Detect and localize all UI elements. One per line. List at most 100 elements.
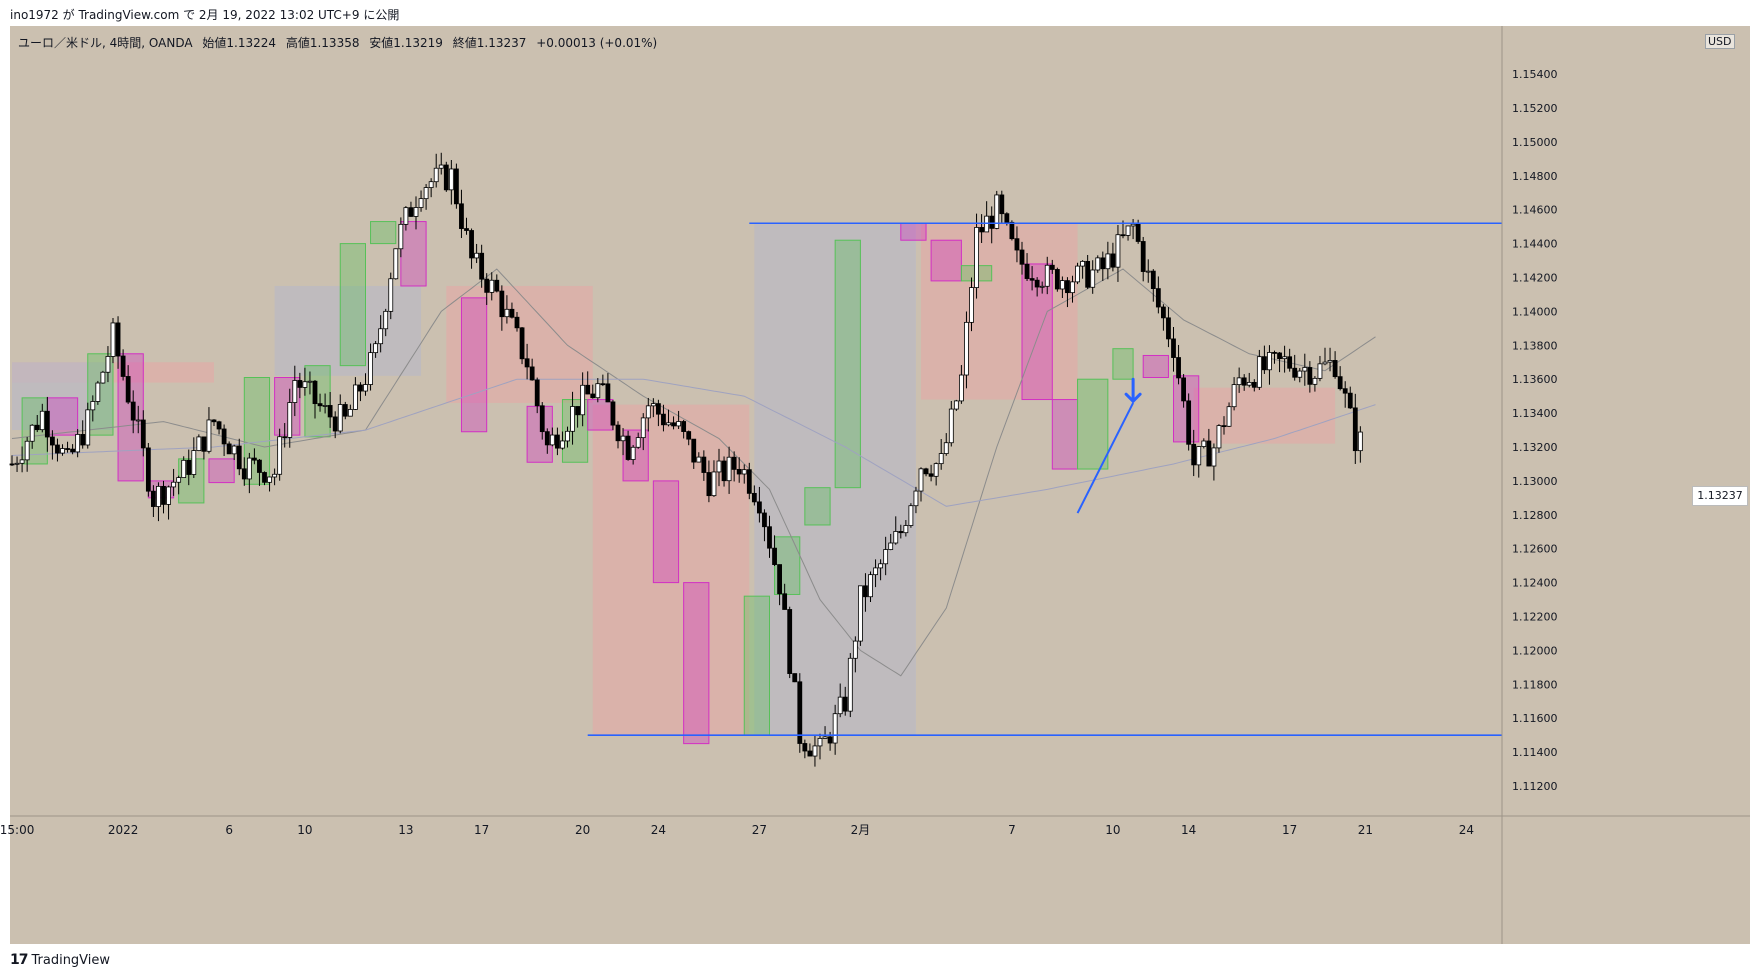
y-tick-label: 1.12200 xyxy=(1512,611,1558,624)
candle-down xyxy=(1004,213,1010,223)
candle-down xyxy=(544,431,550,446)
candle-up xyxy=(418,198,424,208)
candle-down xyxy=(241,468,247,480)
candle-up xyxy=(322,405,328,407)
candle-up xyxy=(726,456,732,482)
candle-down xyxy=(201,436,207,452)
candle-up xyxy=(287,402,293,438)
candle-down xyxy=(842,696,848,712)
green-box xyxy=(370,221,397,245)
candle-up xyxy=(1322,361,1328,365)
candle-down xyxy=(928,473,934,477)
candle-down xyxy=(1034,279,1040,288)
candle-up xyxy=(1080,260,1085,267)
candle-down xyxy=(736,468,742,475)
y-tick-label: 1.14000 xyxy=(1512,305,1558,318)
x-tick-label: 21 xyxy=(1358,823,1373,837)
candle-up xyxy=(292,380,298,403)
candle-down xyxy=(1049,264,1055,270)
x-tick-label: 6 xyxy=(225,823,233,837)
candle-up xyxy=(423,187,429,200)
candle-down xyxy=(1155,288,1161,308)
candle-up xyxy=(352,384,358,410)
candle-up xyxy=(307,380,313,383)
y-tick-label: 1.15000 xyxy=(1512,136,1558,149)
candle-down xyxy=(1029,278,1035,281)
grey-zone xyxy=(274,285,422,376)
candle-up xyxy=(1115,234,1121,268)
candle-down xyxy=(1100,257,1106,270)
level-lines xyxy=(587,222,1502,736)
candle-down xyxy=(1307,367,1313,385)
candle-down xyxy=(514,316,520,329)
candle-down xyxy=(479,252,485,280)
candle-down xyxy=(443,164,449,191)
x-tick-label: 20 xyxy=(575,823,590,837)
candle-up xyxy=(938,453,944,465)
candle-down xyxy=(691,438,697,463)
candle-up xyxy=(1145,270,1151,273)
candle-down xyxy=(701,456,707,473)
candle-down xyxy=(221,428,227,445)
x-tick-label: 14 xyxy=(1181,823,1196,837)
candle-down xyxy=(125,376,131,403)
candle-down xyxy=(55,444,60,454)
candle-down xyxy=(555,434,560,449)
green-box xyxy=(1112,348,1134,380)
candle-down xyxy=(1352,407,1358,452)
candle-down xyxy=(1241,377,1247,386)
candle-up xyxy=(716,460,722,473)
candle-down xyxy=(1171,338,1176,358)
candle-up xyxy=(95,382,101,402)
candle-down xyxy=(236,445,242,470)
candle-up xyxy=(560,440,565,449)
y-tick-label: 1.13200 xyxy=(1512,441,1558,454)
candle-down xyxy=(469,230,474,259)
candle-up xyxy=(60,448,65,454)
candle-down xyxy=(767,526,772,549)
candle-up xyxy=(24,440,30,461)
candle-down xyxy=(610,401,616,426)
candle-down xyxy=(1262,356,1267,371)
candle-up xyxy=(398,223,404,250)
candle-up xyxy=(741,469,747,475)
candle-up xyxy=(277,436,283,475)
candle-down xyxy=(807,750,813,757)
candle-down xyxy=(358,384,363,392)
candle-up xyxy=(166,486,171,505)
candle-up xyxy=(428,181,434,188)
candle-up xyxy=(852,640,858,659)
tradingview-brand[interactable]: 17 TradingView xyxy=(10,952,110,968)
candle-down xyxy=(150,490,156,507)
candle-up xyxy=(595,383,601,399)
magenta-box xyxy=(587,399,614,431)
candle-up xyxy=(913,490,919,507)
candle-down xyxy=(1024,263,1030,279)
candle-up xyxy=(1060,280,1065,290)
candle-up xyxy=(969,287,974,323)
pink-zone xyxy=(1193,387,1336,444)
candle-down xyxy=(327,405,333,418)
candle-up xyxy=(1095,257,1101,271)
green-box xyxy=(743,595,770,736)
candle-up xyxy=(1267,352,1272,371)
candle-up xyxy=(666,422,671,426)
candle-down xyxy=(34,424,40,431)
candle-down xyxy=(681,421,687,432)
candle-up xyxy=(1075,265,1080,283)
candle-up xyxy=(14,462,20,465)
price-axis-panel xyxy=(1502,26,1750,944)
candle-up xyxy=(868,574,873,598)
tradingview-logo-icon: 17 xyxy=(10,952,29,968)
y-tick-label: 1.14600 xyxy=(1512,204,1558,217)
candle-down xyxy=(1347,392,1353,409)
x-tick-label: 2月 xyxy=(851,823,871,837)
candle-up xyxy=(620,435,626,442)
candle-up xyxy=(19,459,25,464)
candle-up xyxy=(1282,356,1287,360)
candle-down xyxy=(782,593,788,610)
candle-up xyxy=(676,421,681,427)
currency-button[interactable]: USD xyxy=(1705,34,1735,49)
candle-down xyxy=(772,547,777,565)
